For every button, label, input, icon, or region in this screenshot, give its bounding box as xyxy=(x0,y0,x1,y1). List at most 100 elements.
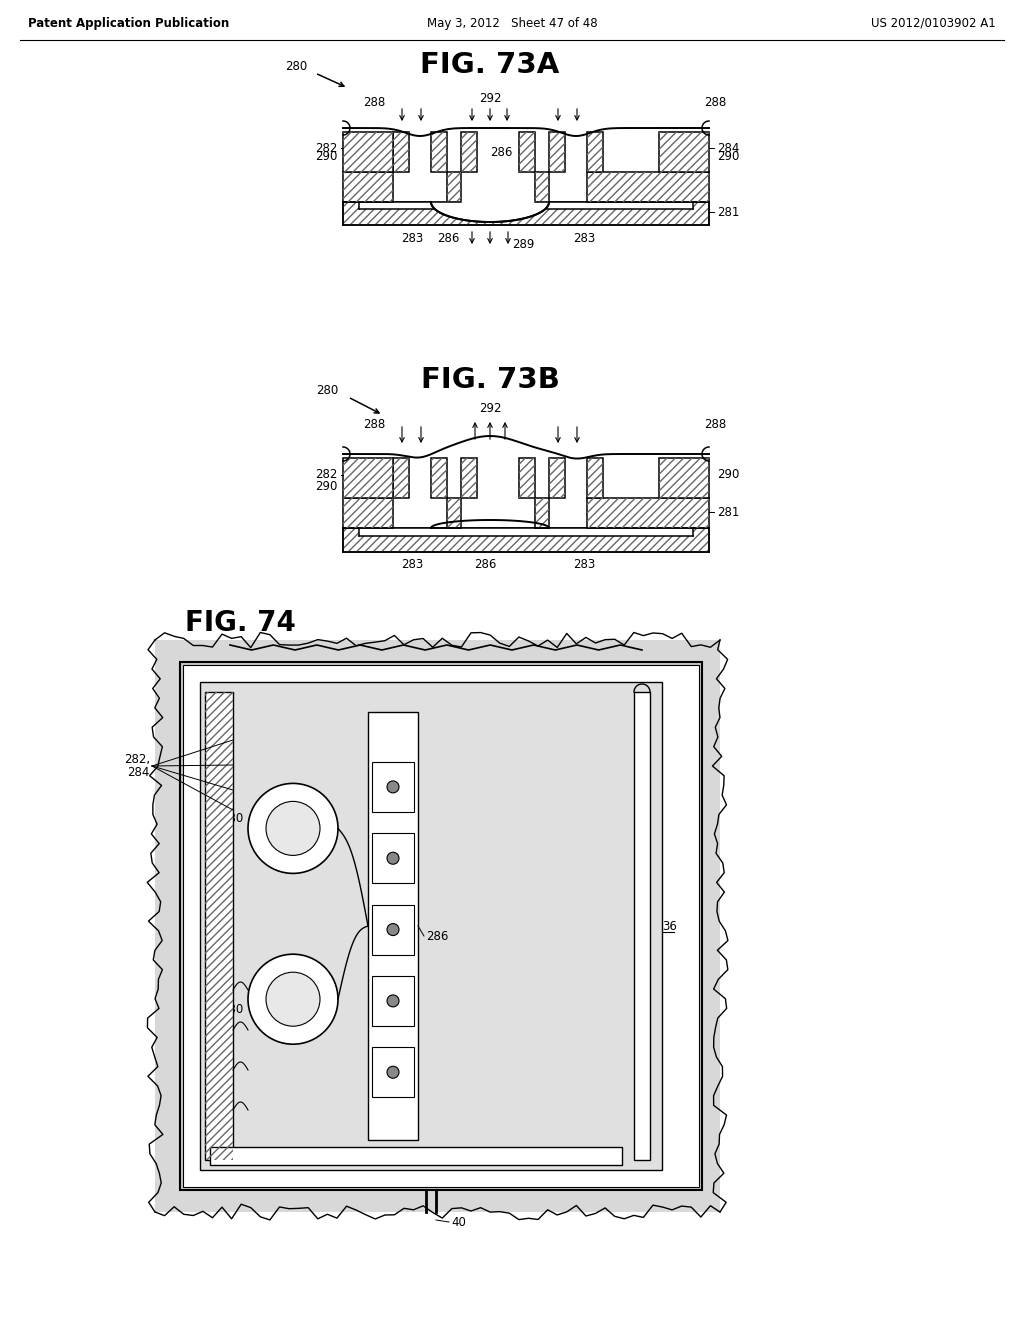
Text: 286: 286 xyxy=(474,558,497,572)
Bar xyxy=(549,132,565,172)
Text: 280: 280 xyxy=(221,812,243,825)
Circle shape xyxy=(266,973,319,1026)
Bar xyxy=(183,665,699,1187)
Bar xyxy=(587,132,603,172)
Text: 283: 283 xyxy=(572,558,595,572)
Bar xyxy=(343,202,709,224)
Circle shape xyxy=(387,1067,399,1078)
Text: 281: 281 xyxy=(717,206,739,219)
Circle shape xyxy=(387,995,399,1007)
Bar xyxy=(343,132,393,172)
Text: 282: 282 xyxy=(315,141,338,154)
Bar xyxy=(659,132,709,172)
Text: 290: 290 xyxy=(315,480,338,494)
Text: 290: 290 xyxy=(717,149,739,162)
Text: 284: 284 xyxy=(717,141,739,154)
Bar xyxy=(549,458,565,498)
Text: 36: 36 xyxy=(662,920,677,932)
Text: US 2012/0103902 A1: US 2012/0103902 A1 xyxy=(871,16,996,29)
Bar xyxy=(447,172,461,202)
Text: May 3, 2012   Sheet 47 of 48: May 3, 2012 Sheet 47 of 48 xyxy=(427,16,597,29)
Text: 286: 286 xyxy=(426,929,449,942)
Text: FIG. 73A: FIG. 73A xyxy=(421,51,560,79)
Bar xyxy=(372,904,414,954)
Bar xyxy=(368,711,418,1140)
Bar xyxy=(535,498,549,528)
Bar xyxy=(587,132,603,172)
Bar xyxy=(343,172,393,202)
Circle shape xyxy=(266,801,319,855)
Circle shape xyxy=(248,783,338,874)
Text: 288: 288 xyxy=(705,417,726,430)
Bar xyxy=(447,498,461,528)
Bar xyxy=(519,132,535,172)
Bar xyxy=(205,692,233,1160)
Bar xyxy=(393,458,409,498)
Text: 281: 281 xyxy=(717,506,739,519)
Text: 40: 40 xyxy=(451,1216,466,1229)
Bar xyxy=(372,762,414,812)
Bar xyxy=(359,202,693,209)
Bar xyxy=(205,692,233,1160)
Bar xyxy=(431,458,447,498)
Text: Patent Application Publication: Patent Application Publication xyxy=(28,16,229,29)
Bar xyxy=(519,132,535,172)
Bar xyxy=(659,458,709,498)
Bar xyxy=(343,498,393,528)
Bar xyxy=(343,528,709,552)
Bar xyxy=(393,458,409,498)
Text: 290: 290 xyxy=(717,469,739,482)
Bar xyxy=(343,458,393,498)
Bar xyxy=(343,202,709,224)
Text: 288: 288 xyxy=(705,95,726,108)
Bar xyxy=(343,528,709,552)
Bar xyxy=(587,458,603,498)
Bar xyxy=(461,458,477,498)
Text: 288: 288 xyxy=(362,417,385,430)
Bar xyxy=(343,132,393,172)
Bar xyxy=(210,1147,622,1166)
Bar xyxy=(447,172,461,202)
Bar xyxy=(431,458,447,498)
Polygon shape xyxy=(431,202,549,222)
Text: 288: 288 xyxy=(362,95,385,108)
Text: 290: 290 xyxy=(315,149,338,162)
Bar xyxy=(359,528,693,536)
Bar xyxy=(372,975,414,1026)
Bar xyxy=(200,682,662,1170)
Text: 284: 284 xyxy=(128,766,150,779)
Bar xyxy=(431,132,447,172)
Bar xyxy=(343,458,393,498)
Text: 289: 289 xyxy=(512,238,535,251)
Bar xyxy=(634,692,650,1160)
Bar xyxy=(549,458,565,498)
Bar xyxy=(587,458,603,498)
Bar xyxy=(343,498,393,528)
Text: 282: 282 xyxy=(315,469,338,482)
Bar xyxy=(461,132,477,172)
Text: 282,: 282, xyxy=(124,754,150,767)
Bar xyxy=(587,172,709,202)
Bar xyxy=(393,132,409,172)
Bar xyxy=(461,458,477,498)
Bar xyxy=(549,132,565,172)
Bar xyxy=(447,498,461,528)
Text: 292: 292 xyxy=(479,91,502,104)
Text: FIG. 74: FIG. 74 xyxy=(185,609,296,638)
Bar xyxy=(587,498,709,528)
Text: 292: 292 xyxy=(479,401,502,414)
Bar xyxy=(535,172,549,202)
Text: 283: 283 xyxy=(572,231,595,244)
Text: 280: 280 xyxy=(285,61,307,74)
Text: 286: 286 xyxy=(490,145,512,158)
Bar xyxy=(519,458,535,498)
Text: 286: 286 xyxy=(437,231,460,244)
Circle shape xyxy=(387,853,399,865)
Text: FIG. 73B: FIG. 73B xyxy=(421,366,559,393)
Bar xyxy=(535,172,549,202)
Bar xyxy=(659,458,709,498)
Bar xyxy=(461,132,477,172)
Bar xyxy=(180,663,702,1191)
Text: 280: 280 xyxy=(315,384,338,396)
Text: 283: 283 xyxy=(400,231,423,244)
